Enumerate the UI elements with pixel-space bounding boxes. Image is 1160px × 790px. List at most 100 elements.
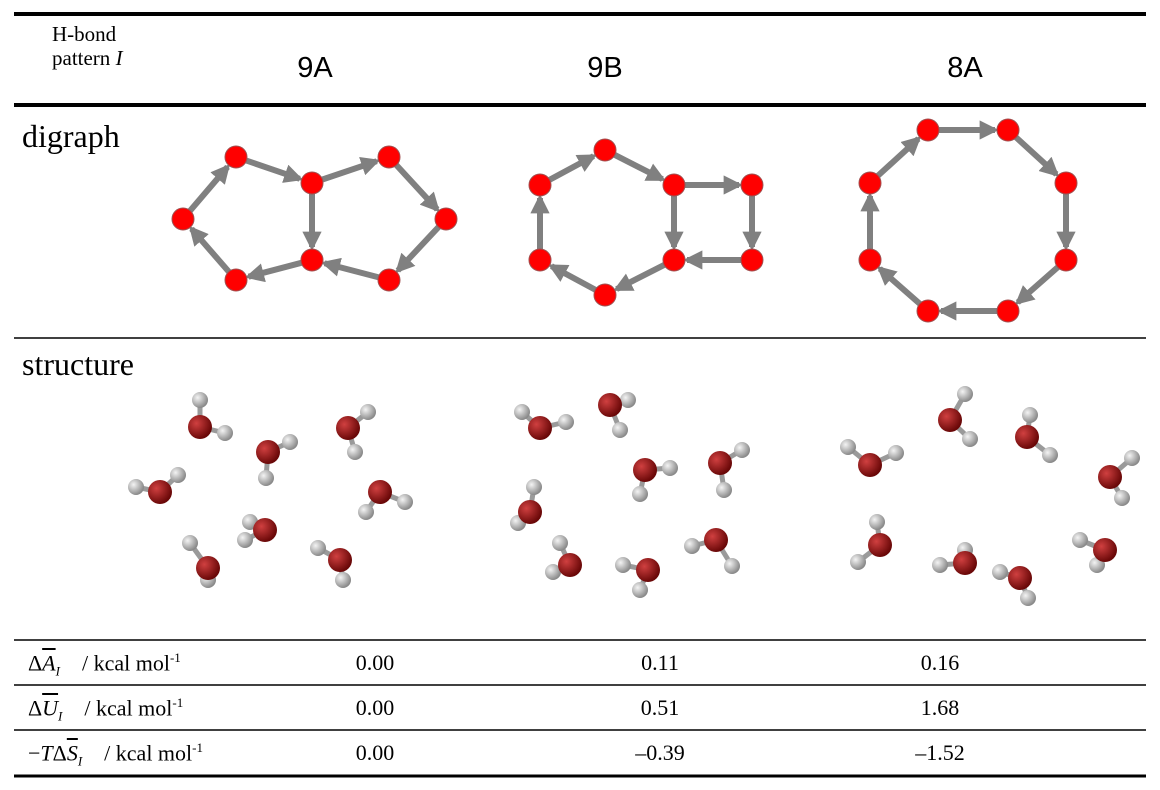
hydrogen [1124, 450, 1140, 466]
molecule [336, 404, 376, 460]
hydrogen [734, 442, 750, 458]
molecule [938, 386, 978, 447]
oxygen [704, 528, 728, 552]
label-delta: Δ [53, 740, 67, 765]
label-exponent: -1 [172, 695, 183, 710]
edge [615, 155, 663, 179]
hydrogen [217, 425, 233, 441]
node [859, 249, 881, 271]
edge [396, 165, 437, 209]
hydrogen [724, 558, 740, 574]
molecule [932, 542, 977, 575]
hydrogen [128, 479, 144, 495]
oxygen [518, 500, 542, 524]
row-label: −TΔSI / kcal mol-1 [28, 740, 203, 770]
hydrogen [957, 386, 973, 402]
oxygen [336, 416, 360, 440]
hydrogen [358, 504, 374, 520]
node [997, 300, 1019, 322]
node [741, 249, 763, 271]
label-symbol: U [42, 695, 58, 720]
hydrogen [632, 486, 648, 502]
cell-value: 0.51 [641, 695, 680, 721]
cell-value: –1.52 [915, 740, 965, 766]
molecule [310, 540, 352, 588]
oxygen [633, 458, 657, 482]
oxygen [368, 480, 392, 504]
molecule [708, 442, 750, 498]
node [172, 208, 194, 230]
node [1055, 172, 1077, 194]
molecule [237, 514, 277, 548]
hydrogen [888, 445, 904, 461]
hydrogen [558, 414, 574, 430]
node [917, 300, 939, 322]
hydrogen [1020, 590, 1036, 606]
cell-value: 0.16 [921, 650, 960, 676]
label-subscript: I [78, 754, 82, 769]
hydrogen [850, 554, 866, 570]
hydrogen [869, 514, 885, 530]
hydrogen [932, 557, 948, 573]
hydrogen [992, 564, 1008, 580]
oxygen [858, 453, 882, 477]
node [225, 269, 247, 291]
molecule [514, 404, 574, 440]
table-figure: H-bondpattern I 9A 9B 8A digraph structu… [0, 0, 1160, 790]
oxygen [1093, 538, 1117, 562]
cell-value: 0.00 [356, 650, 395, 676]
row-label: ΔAI / kcal mol-1 [28, 650, 181, 680]
oxygen [708, 451, 732, 475]
section-label: structure [22, 346, 134, 383]
oxygen [598, 393, 622, 417]
molecule [510, 479, 542, 531]
hydrogen [716, 482, 732, 498]
molecule [128, 467, 186, 504]
hydrogen [962, 431, 978, 447]
oxygen [1015, 425, 1039, 449]
edge [249, 263, 302, 277]
edge [322, 161, 376, 179]
cell-value: –0.39 [635, 740, 685, 766]
molecule [684, 528, 740, 574]
oxygen [558, 553, 582, 577]
hydrogen [182, 535, 198, 551]
edge [617, 265, 665, 289]
edge [190, 167, 227, 211]
column-header: 9B [587, 52, 622, 85]
label-unit: / kcal mol [84, 695, 172, 720]
hydrogen [282, 434, 298, 450]
node [435, 208, 457, 230]
label-subscript: I [58, 709, 62, 724]
edge [878, 139, 918, 176]
molecule [1072, 532, 1117, 573]
node [997, 119, 1019, 141]
section-label: digraph [22, 118, 120, 155]
molecule [358, 480, 413, 520]
label-factor: T [40, 740, 52, 765]
node [741, 174, 763, 196]
hydrogen [552, 535, 568, 551]
header-text: pattern [52, 46, 110, 70]
hydrogen [360, 404, 376, 420]
label-sign: − [28, 740, 40, 765]
molecule [188, 392, 233, 441]
hydrogen [1072, 532, 1088, 548]
node [594, 284, 616, 306]
oxygen [253, 518, 277, 542]
hydrogen [632, 582, 648, 598]
label-exponent: -1 [192, 740, 203, 755]
node [529, 249, 551, 271]
edge [551, 266, 595, 290]
hydrogen [258, 470, 274, 486]
oxygen [868, 533, 892, 557]
node [859, 172, 881, 194]
edge [192, 229, 229, 272]
label-unit: / kcal mol [104, 740, 192, 765]
label-unit: / kcal mol [82, 650, 170, 675]
label-exponent: -1 [170, 650, 181, 665]
molecule [545, 535, 582, 580]
structures [128, 386, 1140, 606]
hydrogen [615, 557, 631, 573]
molecule [256, 434, 298, 486]
